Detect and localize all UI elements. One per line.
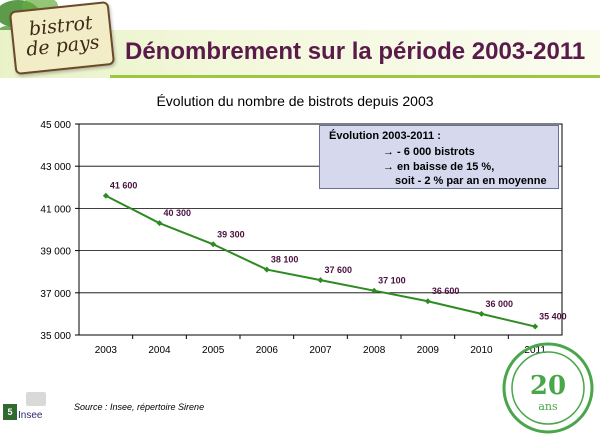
data-point bbox=[424, 298, 431, 305]
data-point bbox=[371, 287, 378, 294]
data-label: 41 600 bbox=[110, 181, 138, 191]
info-box-line-decrease: → - 6 000 bistrots bbox=[383, 146, 475, 158]
data-point bbox=[317, 277, 324, 284]
y-tick-label: 45 000 bbox=[40, 120, 71, 131]
data-point bbox=[102, 192, 109, 199]
svg-text:20: 20 bbox=[530, 371, 566, 401]
y-tick-label: 39 000 bbox=[40, 247, 71, 258]
data-point bbox=[532, 323, 539, 330]
info-box-line-percent: → en baisse de 15 %, bbox=[383, 161, 495, 173]
data-label: 36 600 bbox=[432, 286, 460, 296]
x-axis-tick-labels: 2003 2004 2005 2006 2007 2008 2009 2010 2011 bbox=[95, 335, 546, 356]
info-box: Évolution 2003-2011 : → - 6 000 bistrots… bbox=[319, 125, 559, 189]
x-tick-label: 2007 bbox=[309, 345, 332, 356]
y-tick-label: 37 000 bbox=[40, 289, 71, 300]
y-tick-label: 43 000 bbox=[40, 162, 71, 173]
x-tick-label: 2010 bbox=[470, 345, 493, 356]
slide-title: Dénombrement sur la période 2003-2011 bbox=[125, 38, 586, 65]
data-label: 37 600 bbox=[325, 265, 353, 275]
y-axis-tick-labels: 35 000 37 000 39 000 41 000 43 000 45 000 bbox=[40, 120, 71, 342]
data-point bbox=[156, 220, 163, 227]
source-note: Source : Insee, répertoire Sirene bbox=[74, 402, 205, 412]
data-label: 37 100 bbox=[378, 276, 406, 286]
x-tick-label: 2005 bbox=[202, 345, 225, 356]
anniversary-stamp-icon: 20 ans bbox=[502, 342, 594, 434]
x-tick-label: 2009 bbox=[417, 345, 440, 356]
insee-label: Insee bbox=[18, 410, 43, 421]
data-label: 36 000 bbox=[486, 299, 514, 309]
y-tick-label: 35 000 bbox=[40, 331, 71, 342]
chart-title: Évolution du nombre de bistrots depuis 2… bbox=[156, 93, 434, 109]
data-points bbox=[102, 192, 539, 330]
data-point bbox=[478, 310, 485, 317]
svg-text:ans: ans bbox=[538, 400, 558, 413]
data-label: 40 300 bbox=[164, 208, 192, 218]
data-label: 39 300 bbox=[217, 229, 245, 239]
x-tick-label: 2008 bbox=[363, 345, 386, 356]
data-point bbox=[263, 266, 270, 273]
data-point bbox=[210, 241, 217, 248]
data-labels: 41 600 40 300 39 300 38 100 37 600 37 100 36 6… bbox=[110, 181, 567, 322]
data-label: 35 400 bbox=[539, 312, 567, 322]
page-number: 5 bbox=[3, 404, 17, 420]
x-tick-label: 2003 bbox=[95, 345, 118, 356]
y-tick-label: 41 000 bbox=[40, 204, 71, 215]
info-box-line-annual: soit - 2 % par an en moyenne bbox=[395, 175, 547, 187]
x-tick-label: 2006 bbox=[256, 345, 279, 356]
x-tick-label: 2004 bbox=[148, 345, 171, 356]
x-tick-label: 2011 bbox=[524, 345, 546, 356]
insee-logo-icon bbox=[26, 392, 46, 406]
info-box-header: Évolution 2003-2011 : bbox=[329, 130, 441, 142]
data-label: 38 100 bbox=[271, 255, 299, 265]
